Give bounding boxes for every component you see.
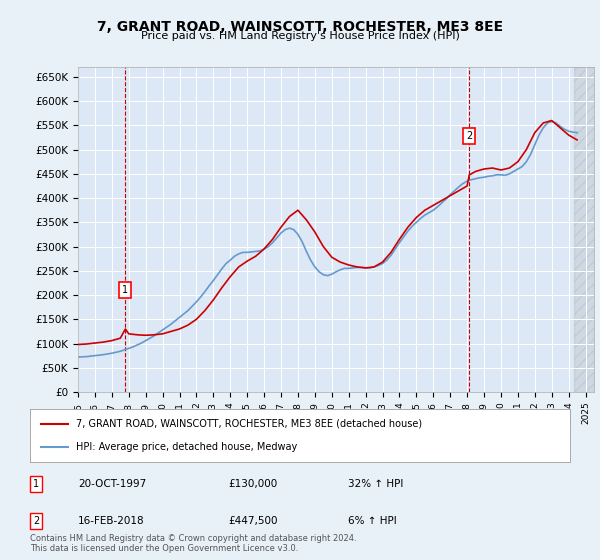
Text: Price paid vs. HM Land Registry's House Price Index (HPI): Price paid vs. HM Land Registry's House …: [140, 31, 460, 41]
Text: 1: 1: [33, 479, 39, 489]
Text: 20-OCT-1997: 20-OCT-1997: [78, 479, 146, 489]
Text: Contains HM Land Registry data © Crown copyright and database right 2024.
This d: Contains HM Land Registry data © Crown c…: [30, 534, 356, 553]
Text: 7, GRANT ROAD, WAINSCOTT, ROCHESTER, ME3 8EE (detached house): 7, GRANT ROAD, WAINSCOTT, ROCHESTER, ME3…: [76, 419, 422, 429]
Text: 32% ↑ HPI: 32% ↑ HPI: [348, 479, 403, 489]
Text: £447,500: £447,500: [228, 516, 277, 526]
Text: 1: 1: [122, 285, 128, 295]
Text: 7, GRANT ROAD, WAINSCOTT, ROCHESTER, ME3 8EE: 7, GRANT ROAD, WAINSCOTT, ROCHESTER, ME3…: [97, 20, 503, 34]
Text: £130,000: £130,000: [228, 479, 277, 489]
Text: 16-FEB-2018: 16-FEB-2018: [78, 516, 145, 526]
Bar: [574, 67, 594, 392]
Text: 2: 2: [33, 516, 39, 526]
Text: 2: 2: [466, 131, 472, 141]
Text: 6% ↑ HPI: 6% ↑ HPI: [348, 516, 397, 526]
Text: HPI: Average price, detached house, Medway: HPI: Average price, detached house, Medw…: [76, 442, 297, 452]
